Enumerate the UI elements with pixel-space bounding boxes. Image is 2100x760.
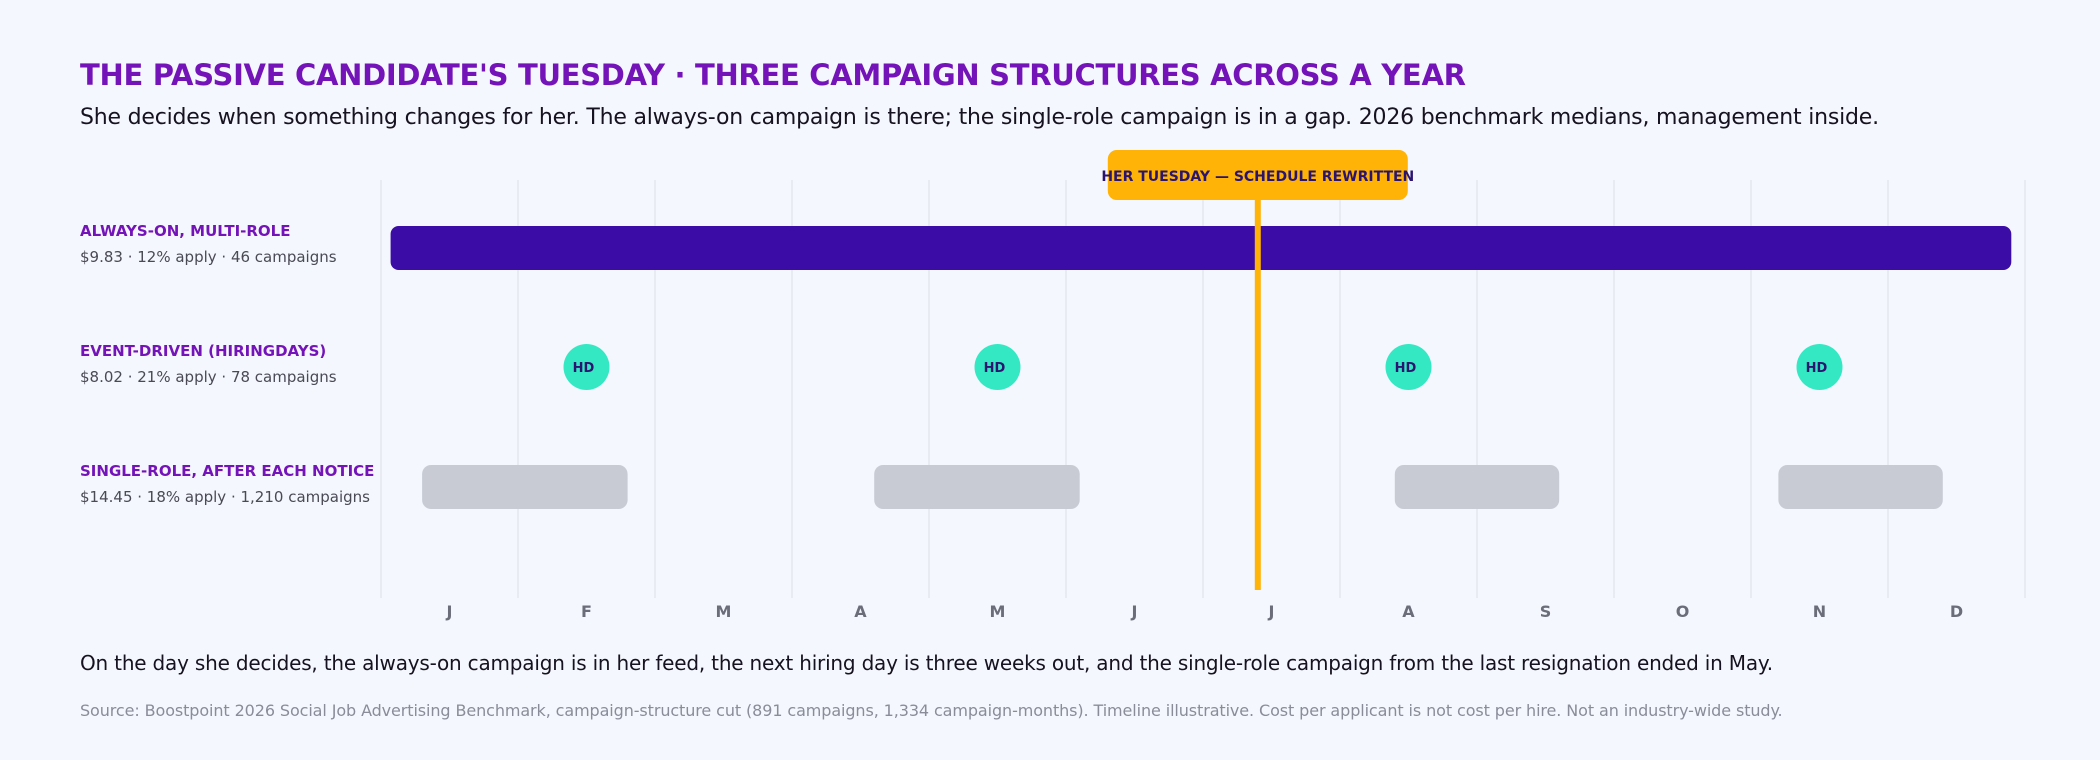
month-tick-label: F (581, 602, 592, 621)
hiring-day-label: HD (1395, 361, 1417, 376)
month-tick-label: J (1131, 602, 1138, 621)
single-role-bar (422, 465, 628, 509)
single-role-bar (874, 465, 1080, 509)
month-tick-label: N (1813, 602, 1826, 621)
row-name: EVENT-DRIVEN (HIRINGDAYS) (80, 342, 327, 360)
footnote: On the day she decides, the always-on ca… (80, 651, 1773, 675)
row-stats: $14.45 · 18% apply · 1,210 campaigns (80, 488, 370, 506)
row-label-single-role: SINGLE-ROLE, AFTER EACH NOTICE $14.45 · … (80, 462, 374, 506)
row-stats: $9.83 · 12% apply · 46 campaigns (80, 248, 337, 266)
month-tick-label: A (854, 602, 867, 621)
row-stats: $8.02 · 21% apply · 78 campaigns (80, 368, 337, 386)
hiring-day-label: HD (1806, 361, 1828, 376)
month-tick-label: M (716, 602, 732, 621)
hiring-day-dot (1796, 344, 1843, 390)
hiring-day-label: HD (573, 361, 595, 376)
marker-label: HER TUESDAY — SCHEDULE REWRITTEN (1101, 169, 1414, 185)
single-role-bar (1394, 465, 1560, 509)
row-name: ALWAYS-ON, MULTI-ROLE (80, 222, 291, 240)
month-tick-label: D (1950, 602, 1963, 621)
month-tick-label: J (1268, 602, 1275, 621)
source-note: Source: Boostpoint 2026 Social Job Adver… (80, 701, 1783, 720)
month-tick-label: J (446, 602, 453, 621)
chart-title: THE PASSIVE CANDIDATE'S TUESDAY · THREE … (80, 58, 1466, 92)
month-tick-label: S (1540, 602, 1552, 621)
hiring-day-dot (563, 344, 610, 390)
hiring-day-dot (1385, 344, 1432, 390)
hiring-day-dot (974, 344, 1021, 390)
month-tick-label: O (1676, 602, 1690, 621)
row-label-always-on: ALWAYS-ON, MULTI-ROLE $9.83 · 12% apply … (80, 222, 337, 266)
single-role-bar (1778, 465, 1943, 509)
row-name: SINGLE-ROLE, AFTER EACH NOTICE (80, 462, 375, 480)
marker-label-box (1107, 150, 1408, 200)
hiring-day-label: HD (984, 361, 1006, 376)
chart-subtitle: She decides when something changes for h… (80, 105, 1879, 130)
month-tick-label: M (990, 602, 1006, 621)
month-tick-label: A (1402, 602, 1415, 621)
always-on-bar (390, 226, 2012, 270)
row-label-event-driven: EVENT-DRIVEN (HIRINGDAYS) $8.02 · 21% ap… (80, 342, 337, 386)
